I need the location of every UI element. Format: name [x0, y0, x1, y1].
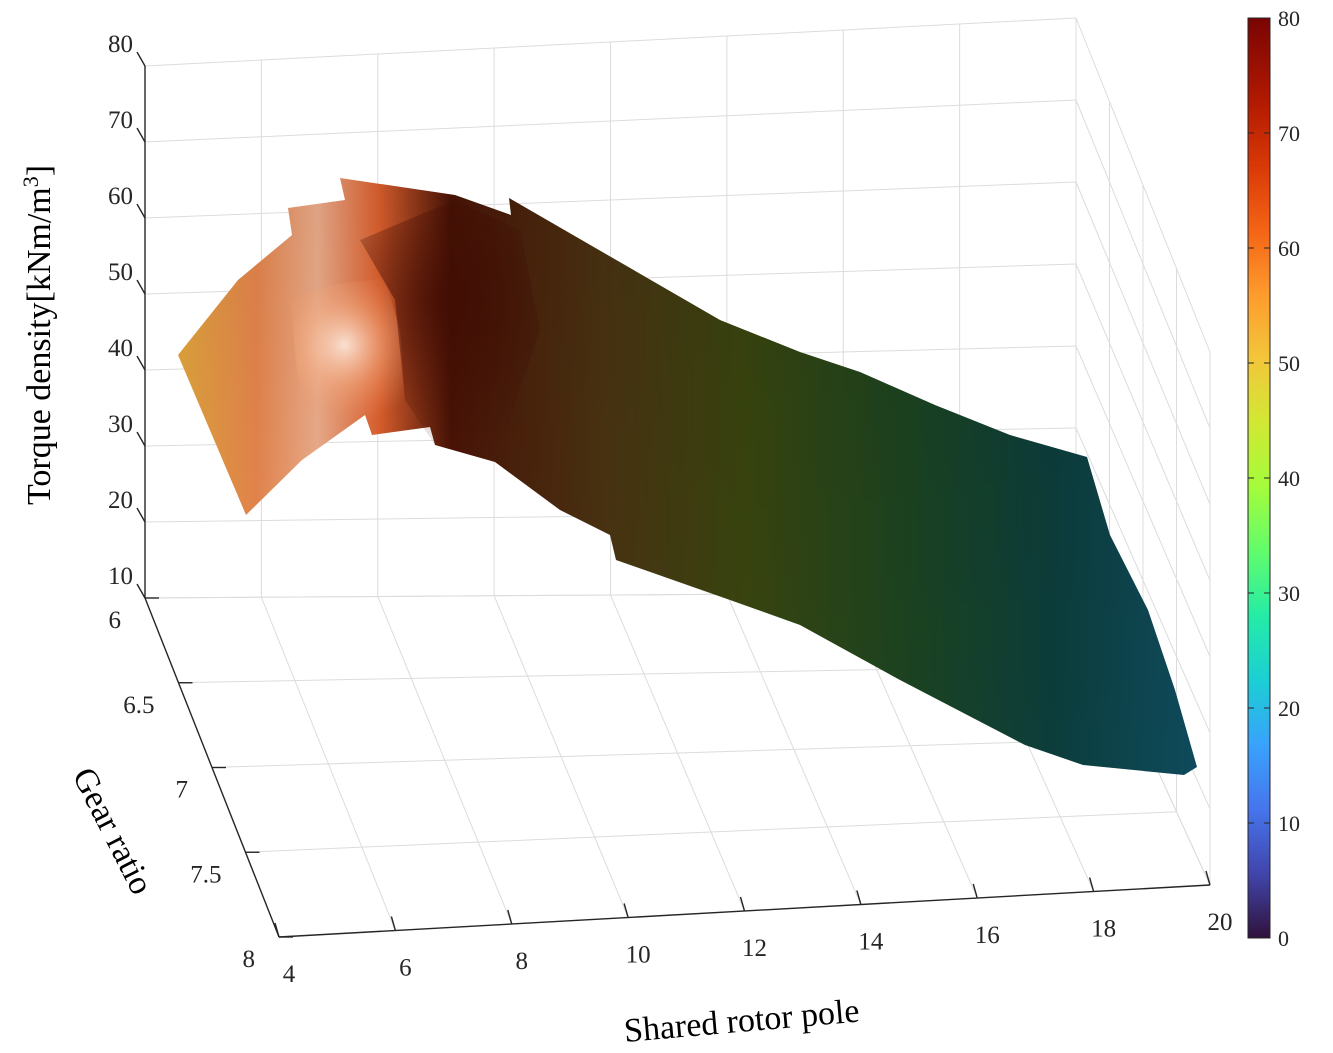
z-tick: [136, 507, 146, 523]
colorbar-tick-label: 60: [1278, 236, 1300, 261]
z-tick-label: 40: [108, 335, 133, 362]
y-tick-label: 8: [243, 946, 256, 973]
z-tick: [136, 127, 146, 143]
x-tick-label: 10: [626, 942, 651, 969]
colorbar: 0 10 20 30 40 50 60 70 80: [1247, 6, 1300, 951]
z-tick: [136, 279, 146, 295]
z-tick-label: 20: [108, 487, 133, 514]
surface-shading: [178, 178, 1197, 775]
z-tick-label: 50: [108, 259, 133, 286]
z-tick-label: 10: [108, 563, 133, 590]
x-tick: [274, 922, 280, 938]
z-tick: [136, 431, 146, 447]
x-tick: [972, 883, 978, 899]
z-tick: [136, 51, 146, 67]
colorbar-tick-label: 40: [1278, 466, 1300, 491]
z-axis-label-sup: 3: [18, 176, 43, 187]
colorbar-tick-label: 50: [1278, 351, 1300, 376]
x-tick: [507, 909, 513, 925]
y-tick-label: 6.5: [123, 692, 154, 719]
colorbar-tick-label: 80: [1278, 6, 1300, 31]
floor-grid-y: [245, 811, 1177, 853]
x-tick-label: 20: [1208, 909, 1233, 936]
y-tick-label: 6: [109, 607, 122, 634]
z-tick: [136, 583, 146, 599]
x-tick-label: 16: [975, 922, 1000, 949]
z-tick-label: 80: [108, 31, 133, 58]
x-tick-label: 6: [399, 955, 412, 982]
tick-marks: [136, 51, 1211, 938]
z-axis-label-main: Torque density[kNm/m: [21, 187, 58, 505]
x-tick: [1088, 877, 1095, 892]
x-tick-labels: 4 6 8 10 12 14 16 18 20: [283, 909, 1233, 988]
x-tick-label: 4: [283, 961, 296, 988]
x-tick: [390, 916, 397, 931]
y-tick-label: 7: [176, 777, 189, 804]
y-tick-label: 7.5: [190, 861, 221, 888]
x-tick-label: 18: [1091, 916, 1116, 943]
z-tick-label: 30: [108, 411, 133, 438]
x-tick-label: 12: [742, 935, 767, 962]
x-axis-label: Shared rotor pole: [622, 993, 860, 1050]
x-tick-label: 14: [858, 929, 884, 956]
y-tick-labels: 6 6.5 7 7.5 8: [109, 607, 256, 973]
colorbar-tick-label: 10: [1278, 811, 1300, 836]
colorbar-tick-label: 20: [1278, 696, 1300, 721]
surface: [178, 178, 1197, 775]
x-tick: [1205, 870, 1211, 886]
colorbar-tick-label: 70: [1278, 121, 1300, 146]
z-axis-label-close: ]: [21, 165, 58, 176]
z-tick-label: 60: [108, 183, 133, 210]
z-tick-labels: 10 20 30 40 50 60 70 80: [108, 31, 133, 590]
z-tick: [136, 355, 146, 371]
surface-dark-core: [360, 200, 540, 462]
colorbar-ticks: 0 10 20 30 40 50 60 70 80: [1248, 6, 1300, 951]
z-axis-label: Torque density[kNm/m3]: [18, 165, 58, 505]
z-tick-label: 70: [108, 107, 133, 134]
x-tick: [856, 890, 862, 905]
colorbar-tick-label: 0: [1278, 926, 1289, 951]
y-axis-label: Gear ratio: [65, 762, 160, 901]
x-tick: [623, 903, 629, 918]
z-tick: [136, 203, 146, 219]
x-tick-label: 8: [516, 948, 529, 975]
colorbar-tick-label: 30: [1278, 581, 1300, 606]
x-tick: [739, 896, 746, 912]
surface-highlight: [290, 278, 405, 440]
floor-grid-y: [211, 738, 1144, 768]
